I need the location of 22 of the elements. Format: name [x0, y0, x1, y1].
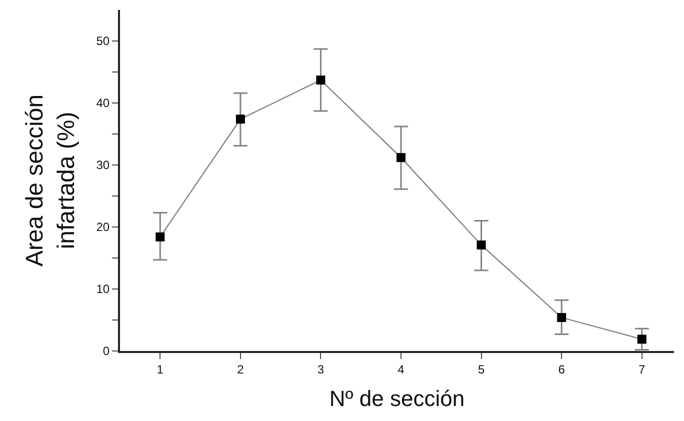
y-tick-label: 50	[96, 34, 110, 48]
y-tick-label: 30	[96, 158, 110, 172]
y-tick-label: 20	[96, 220, 110, 234]
y-tick-label: 10	[96, 282, 110, 296]
y-axis-title: Area de sección infartada (%)	[22, 94, 80, 267]
x-axis-title: Nº de sección	[329, 386, 465, 411]
x-tick-label: 2	[237, 362, 244, 376]
x-tick-label: 6	[558, 362, 566, 376]
y-tick-label: 0	[102, 344, 110, 358]
point	[396, 153, 406, 162]
point	[557, 313, 566, 322]
point	[236, 114, 245, 124]
point	[476, 240, 486, 250]
y-tick-label: 40	[96, 96, 110, 110]
point	[156, 232, 165, 242]
x-tick-label: 7	[638, 362, 646, 376]
x-tick-label: 5	[478, 362, 485, 376]
x-tick-label: 1	[156, 362, 164, 376]
point	[637, 334, 646, 344]
x-tick-label: 3	[317, 362, 324, 376]
point	[316, 76, 326, 85]
x-tick-label: 4	[398, 362, 405, 376]
